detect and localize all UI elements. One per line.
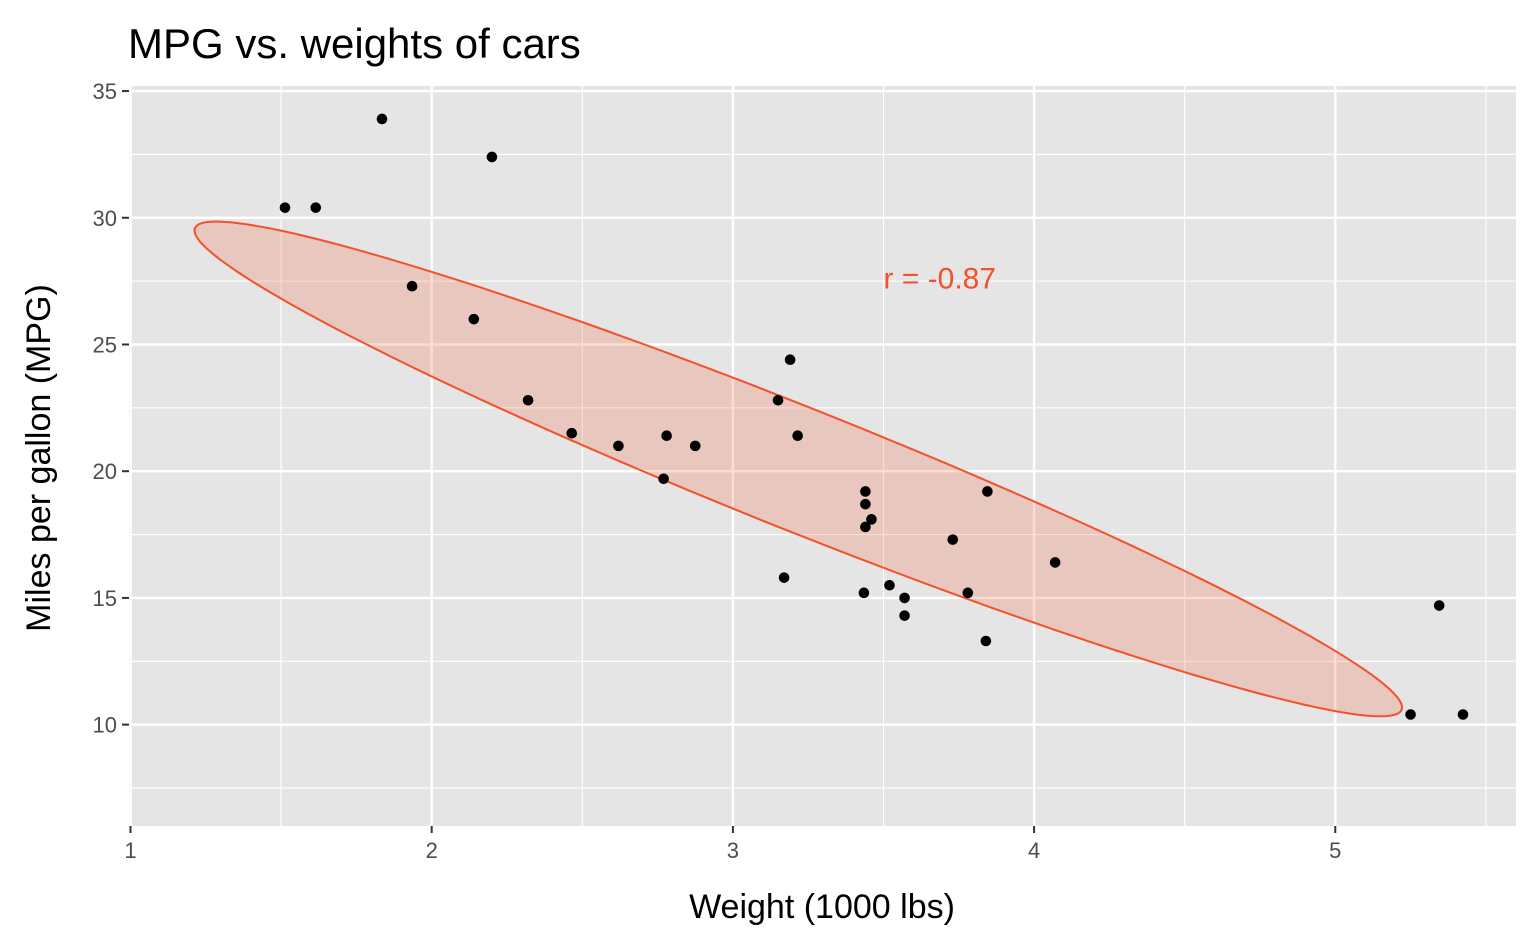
data-point xyxy=(899,592,910,604)
data-point xyxy=(772,394,784,406)
y-tick-label: 25 xyxy=(93,332,117,357)
data-point xyxy=(279,202,291,213)
x-tick-label: 3 xyxy=(727,838,739,863)
data-point xyxy=(884,579,895,591)
data-points xyxy=(279,113,1469,720)
data-point xyxy=(860,498,871,510)
data-point xyxy=(1405,709,1416,720)
data-point xyxy=(778,572,790,583)
data-point xyxy=(310,202,322,213)
data-point xyxy=(1433,600,1445,611)
y-tick-label: 35 xyxy=(93,79,117,104)
data-point xyxy=(982,486,993,497)
correlation-annotation: r = -0.87 xyxy=(883,263,996,296)
data-point xyxy=(860,521,871,533)
y-tick-label: 15 xyxy=(93,586,117,611)
data-point xyxy=(1457,709,1469,720)
data-point xyxy=(792,430,803,442)
y-axis-title: Miles per gallon (MPG) xyxy=(20,284,58,632)
x-tick-label: 4 xyxy=(1028,838,1040,863)
plot-panel xyxy=(129,86,1516,826)
confidence-ellipse xyxy=(193,220,1404,718)
y-tick-label: 10 xyxy=(93,713,117,738)
x-tick-label: 5 xyxy=(1329,838,1341,863)
data-point xyxy=(658,473,669,485)
x-tick-label: 1 xyxy=(124,838,136,863)
panel-background xyxy=(129,86,1516,826)
data-point xyxy=(689,440,701,452)
data-point xyxy=(784,354,796,365)
data-point xyxy=(860,486,871,497)
data-point xyxy=(486,151,498,163)
ellipse-shape xyxy=(193,220,1404,718)
chart-text: MPG vs. weights of cars Weight (1000 lbs… xyxy=(20,20,996,926)
y-tick-label: 20 xyxy=(93,459,117,484)
data-point xyxy=(866,514,877,525)
y-tick-label: 30 xyxy=(93,206,117,231)
data-point xyxy=(980,635,992,647)
data-point xyxy=(468,313,480,325)
data-point xyxy=(566,427,578,439)
data-point xyxy=(858,587,870,599)
data-point xyxy=(376,113,388,125)
data-point xyxy=(406,280,418,292)
data-point xyxy=(962,587,974,599)
data-point xyxy=(1049,557,1061,568)
x-axis-title: Weight (1000 lbs) xyxy=(689,888,955,926)
x-tick-label: 2 xyxy=(426,838,438,863)
data-point xyxy=(899,610,910,621)
data-point xyxy=(661,430,672,442)
grid-lines xyxy=(129,86,1516,826)
data-point xyxy=(947,534,959,545)
chart-title: MPG vs. weights of cars xyxy=(128,20,581,67)
data-point xyxy=(522,394,534,406)
axes: 1 2 3 4 5 10 15 20 25 30 35 xyxy=(93,79,1342,863)
data-point xyxy=(613,440,624,452)
